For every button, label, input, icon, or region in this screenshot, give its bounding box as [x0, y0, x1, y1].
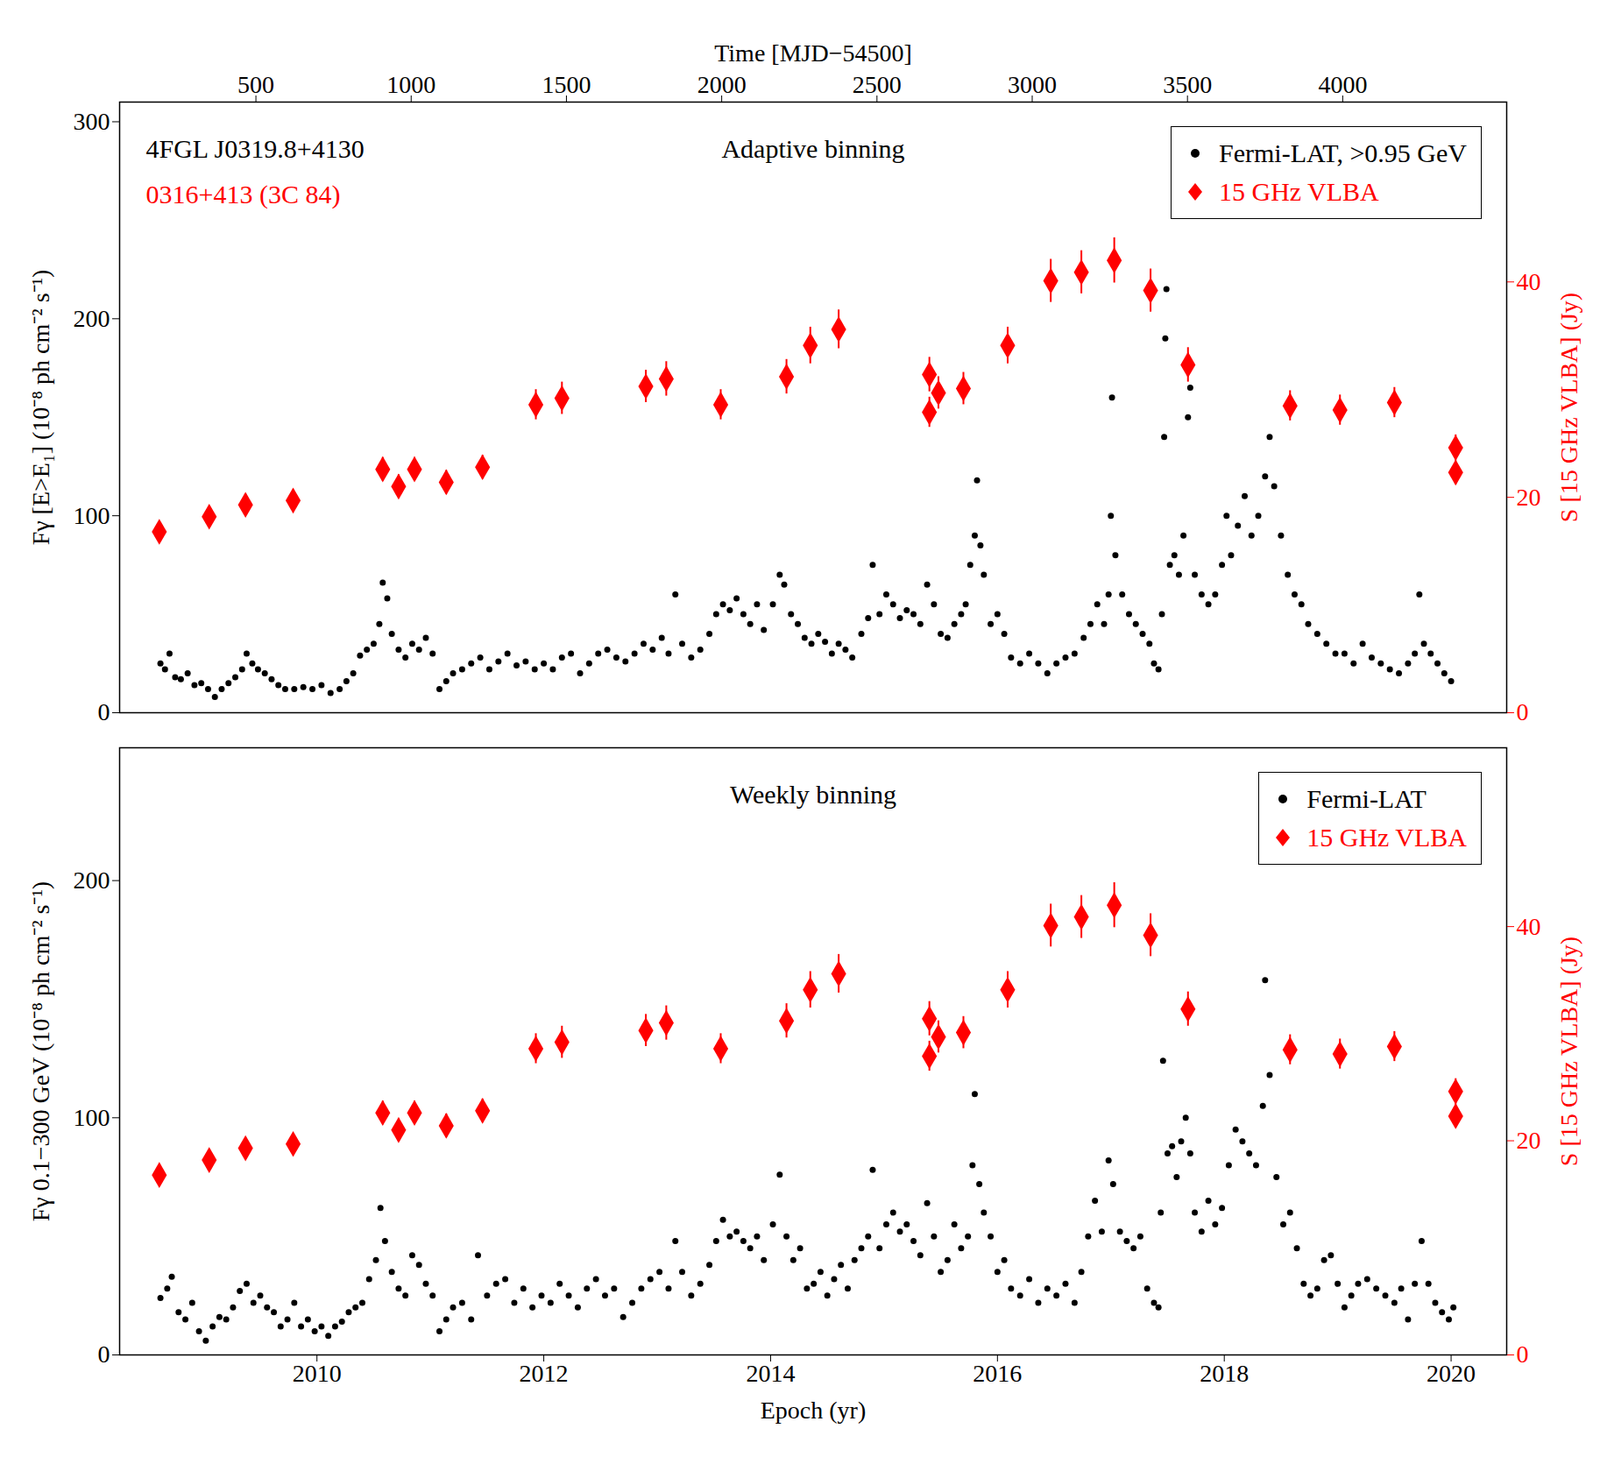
svg-text:S [15 GHz VLBA] (Jy): S [15 GHz VLBA] (Jy)	[1555, 292, 1583, 523]
svg-text:2018: 2018	[1199, 1359, 1249, 1388]
svg-text:2014: 2014	[745, 1359, 795, 1388]
svg-text:300: 300	[73, 107, 111, 135]
svg-text:Epoch (yr): Epoch (yr)	[760, 1396, 867, 1424]
svg-text:40: 40	[1516, 268, 1542, 296]
svg-text:Fγ [E>E₁] (10⁻⁸ ph cm⁻² s⁻¹): Fγ [E>E₁] (10⁻⁸ ph cm⁻² s⁻¹)	[27, 269, 55, 546]
svg-text:500: 500	[237, 70, 275, 99]
svg-text:2010: 2010	[292, 1359, 342, 1388]
html-text:15 GHz VLBA: 15 GHz VLBA	[1218, 176, 1380, 206]
svg-text:Weekly binning: Weekly binning	[729, 779, 897, 809]
svg-text:20: 20	[1516, 1126, 1542, 1154]
svg-text:Fγ 0.1−300 GeV (10⁻⁸ ph cm⁻² s: Fγ 0.1−300 GeV (10⁻⁸ ph cm⁻² s⁻¹)	[27, 881, 55, 1222]
html-text:Fermi-LAT, >0.95 GeV: Fermi-LAT, >0.95 GeV	[1218, 138, 1467, 168]
svg-text:200: 200	[73, 304, 111, 333]
html-text:15 GHz VLBA: 15 GHz VLBA	[1306, 822, 1467, 852]
svg-text:200: 200	[73, 866, 111, 894]
svg-text:100: 100	[73, 502, 111, 530]
svg-text:S [15 GHz VLBA] (Jy): S [15 GHz VLBA] (Jy)	[1555, 936, 1583, 1167]
svg-text:Time [MJD−54500]: Time [MJD−54500]	[714, 39, 913, 67]
svg-text:1000: 1000	[386, 70, 436, 99]
svg-text:20: 20	[1516, 483, 1542, 511]
svg-text:2012: 2012	[519, 1359, 569, 1388]
svg-text:4000: 4000	[1317, 70, 1367, 99]
svg-text:0316+413 (3C 84): 0316+413 (3C 84)	[146, 179, 341, 210]
svg-text:0: 0	[1516, 698, 1530, 726]
svg-text:0: 0	[1516, 1340, 1530, 1368]
svg-text:0: 0	[98, 698, 111, 726]
svg-text:100: 100	[73, 1104, 111, 1132]
svg-text:3500: 3500	[1162, 70, 1212, 99]
svg-text:2016: 2016	[972, 1359, 1022, 1388]
svg-text:1500: 1500	[541, 70, 591, 99]
svg-text:0: 0	[98, 1340, 111, 1368]
svg-text:3000: 3000	[1007, 70, 1057, 99]
svg-text:2000: 2000	[697, 70, 747, 99]
svg-text:Adaptive binning: Adaptive binning	[721, 134, 905, 163]
html-text:Fermi-LAT: Fermi-LAT	[1306, 784, 1427, 814]
svg-text:40: 40	[1516, 913, 1542, 941]
svg-text:2500: 2500	[852, 70, 902, 99]
svg-text:4FGL J0319.8+4130: 4FGL J0319.8+4130	[146, 134, 365, 163]
svg-text:2020: 2020	[1426, 1359, 1476, 1388]
